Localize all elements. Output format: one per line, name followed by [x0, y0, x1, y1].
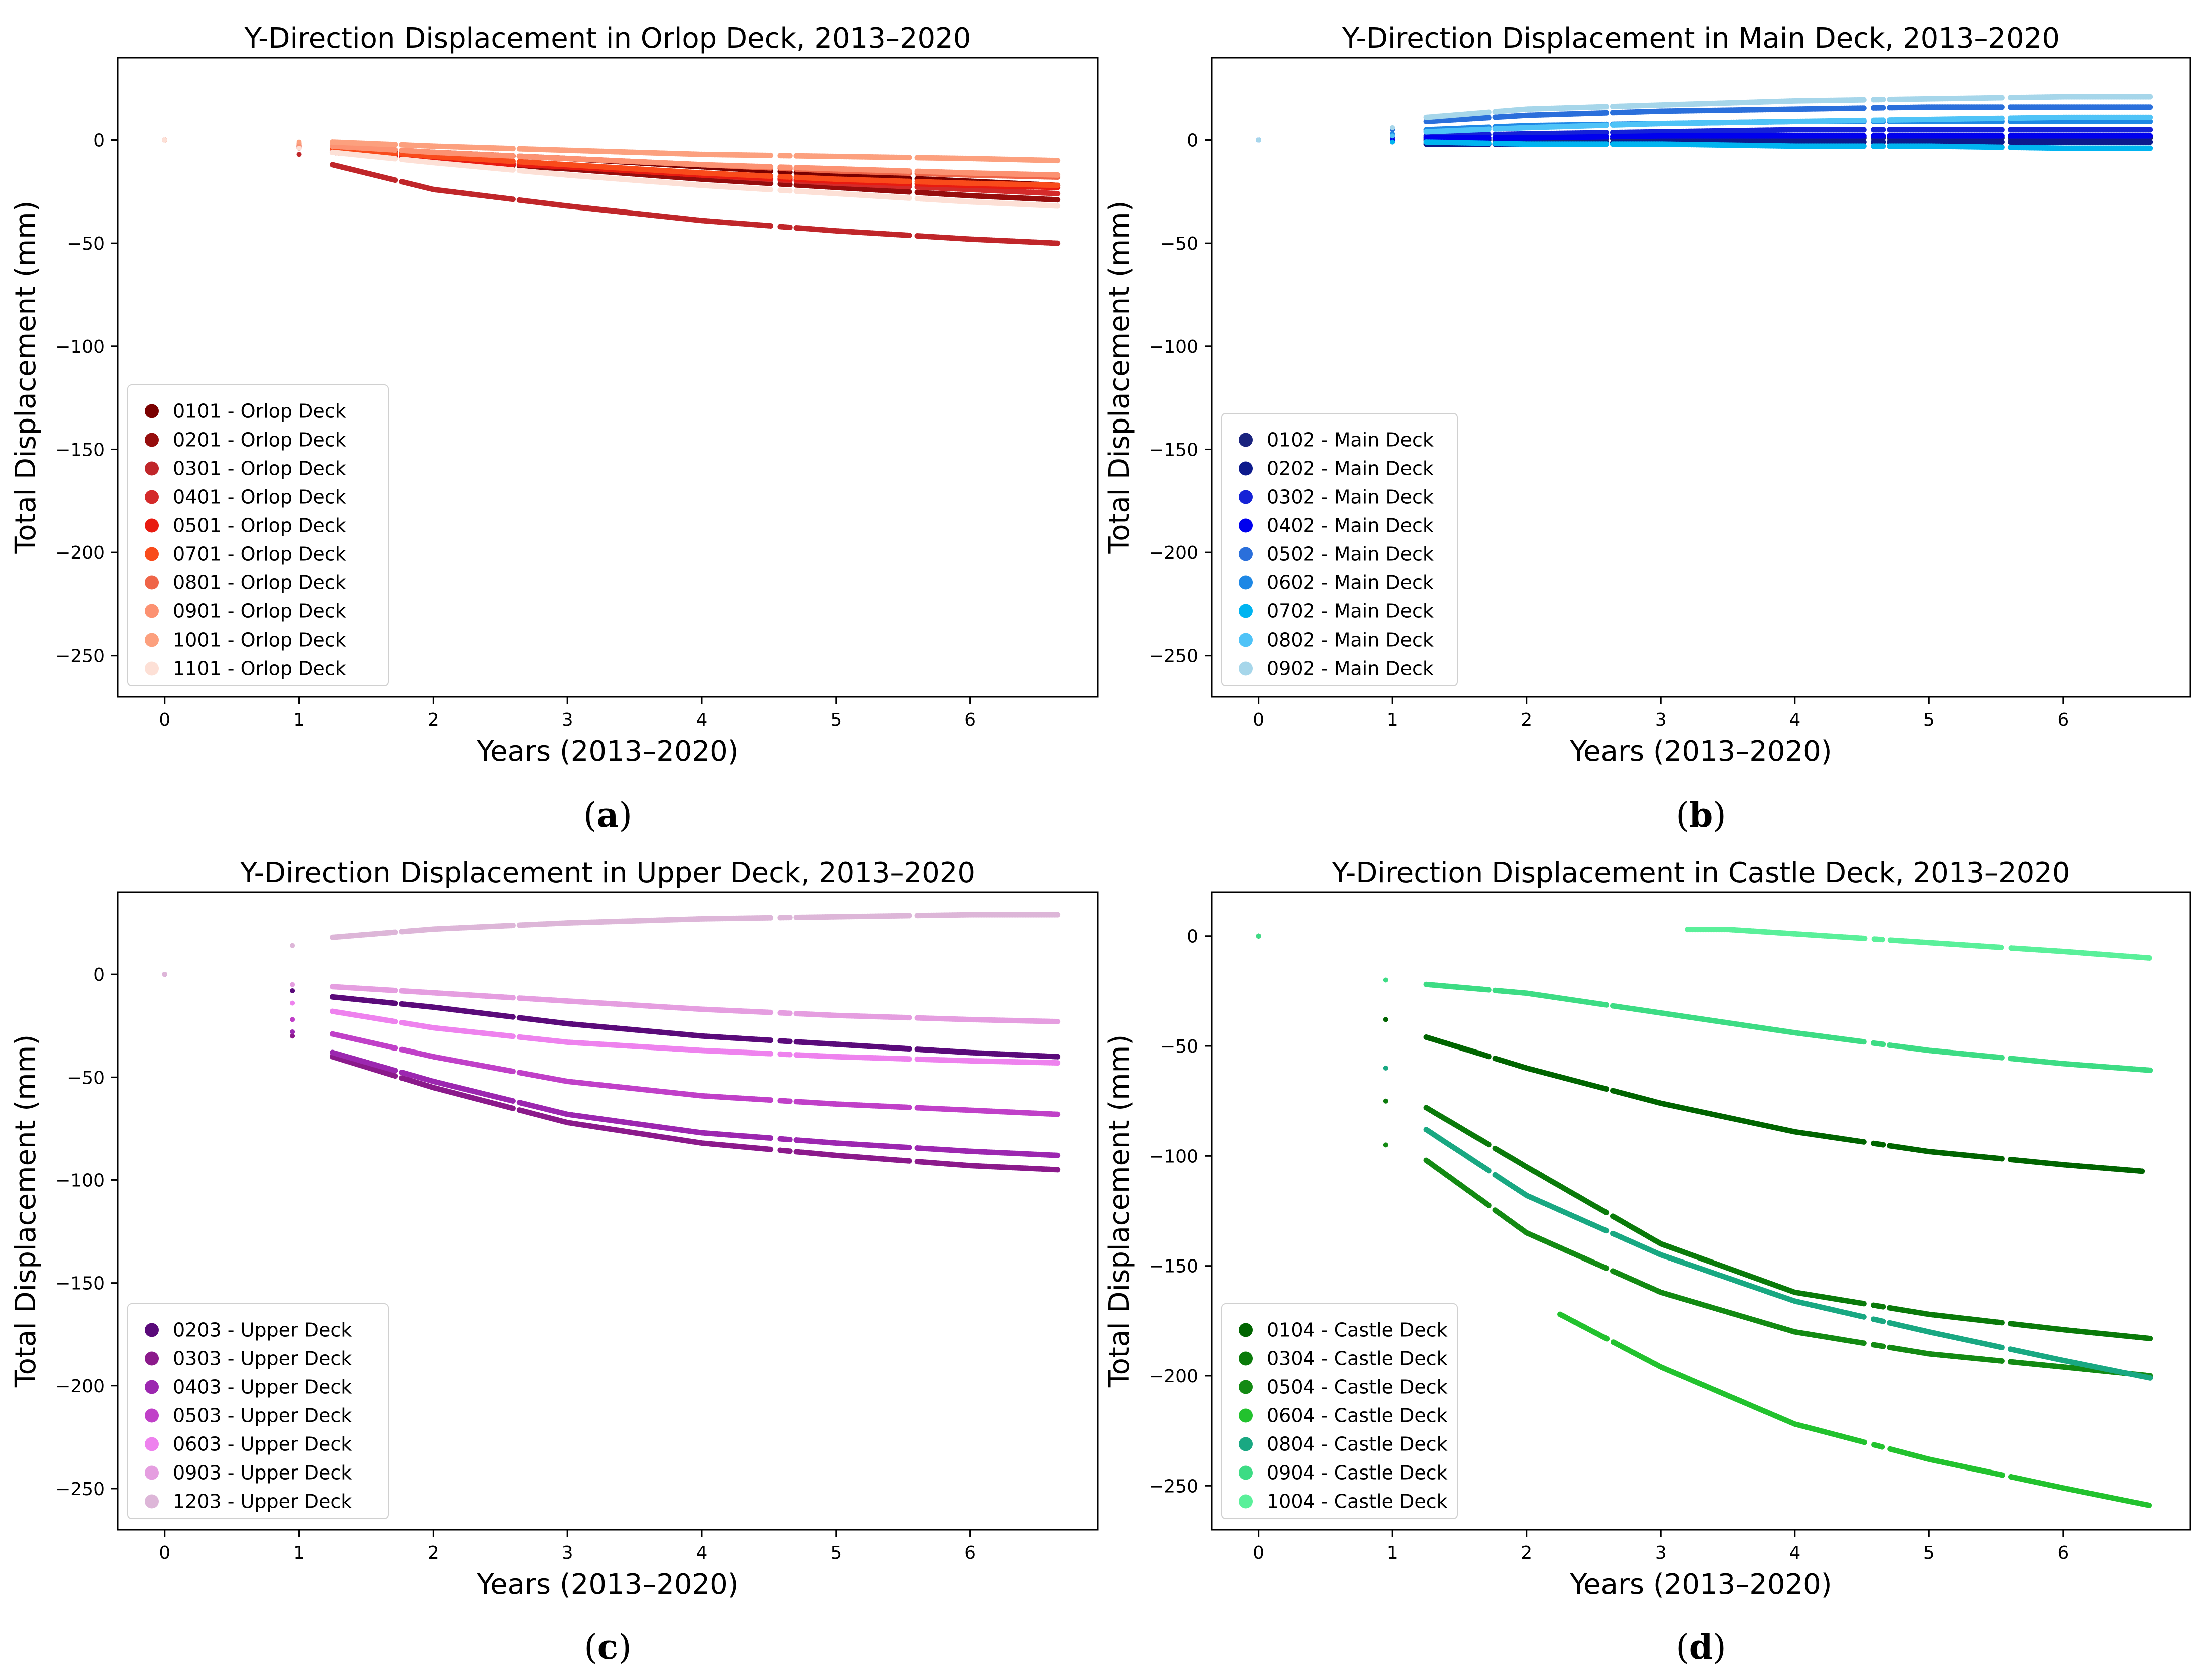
legend-marker [145, 518, 159, 533]
data-point [1055, 190, 1061, 196]
data-point [510, 153, 516, 159]
legend-marker [145, 433, 159, 447]
x-tick-label: 1 [293, 710, 305, 730]
data-point [906, 189, 912, 195]
data-point [768, 223, 774, 229]
data-point [1055, 182, 1061, 188]
data-point [906, 232, 912, 238]
data-point [510, 158, 516, 164]
chart-title: Y-Direction Displacement in Orlop Deck, … [244, 22, 971, 55]
data-point [1055, 197, 1061, 203]
legend-marker [145, 575, 159, 590]
data-point [1055, 158, 1061, 164]
data-point [787, 181, 793, 187]
y-tick-label: −100 [55, 337, 105, 357]
x-tick-label: 6 [964, 710, 976, 730]
legend-entry: 0201 - Orlop Deck [173, 429, 346, 451]
x-tick-label: 2 [428, 710, 439, 730]
x-axis-label: Years (2013–2020) [476, 735, 738, 768]
data-point [392, 177, 398, 183]
data-point [787, 174, 793, 180]
data-point [1055, 240, 1061, 246]
panel-caption: (a) [583, 795, 632, 835]
legend-entry: 0801 - Orlop Deck [173, 572, 346, 594]
data-point [906, 195, 912, 201]
data-point [906, 168, 912, 174]
data-point [787, 153, 793, 159]
data-point [768, 173, 774, 179]
data-point [768, 186, 774, 192]
chart-title: Y-Direction Displacement in Main Deck, 2… [1342, 22, 2060, 55]
data-point [787, 224, 793, 230]
y-axis-label: Total Displacement (mm) [10, 200, 42, 554]
data-point [1055, 172, 1061, 178]
legend-marker [145, 490, 159, 504]
x-tick-label: 0 [159, 710, 170, 730]
legend: 0101 - Orlop Deck 0201 - Orlop Deck 0301 -… [127, 384, 389, 686]
legend-entry: 1101 - Orlop Deck [173, 658, 346, 680]
data-point [392, 147, 398, 153]
data-point [162, 137, 167, 143]
y-tick-label: −200 [55, 543, 105, 563]
legend-marker [145, 404, 159, 418]
data-point [1055, 203, 1061, 209]
data-point [510, 196, 516, 202]
data-point [768, 164, 774, 170]
data-point [906, 178, 912, 184]
data-point [296, 139, 302, 145]
x-tick-label: 3 [562, 710, 573, 730]
data-point [787, 188, 793, 194]
legend-entry: 0701 - Orlop Deck [173, 543, 346, 565]
data-point [392, 142, 398, 148]
y-tick-label: −250 [55, 646, 105, 667]
data-point [392, 156, 398, 162]
y-tick-label: −50 [67, 234, 105, 254]
data-point [768, 152, 774, 158]
legend-entry: 0301 - Orlop Deck [173, 458, 346, 480]
legend-entry: 0101 - Orlop Deck [173, 400, 346, 423]
legend-marker [145, 633, 159, 647]
data-point [510, 167, 516, 173]
legend-marker [145, 461, 159, 476]
data-point [296, 145, 302, 151]
series-0301 [162, 137, 1061, 246]
legend-entry: 0501 - Orlop Deck [173, 515, 346, 537]
data-point [296, 152, 302, 157]
panel-a-orlop-deck: Y-Direction Displacement in Orlop Deck, … [10, 22, 1099, 835]
y-tick-label: −150 [55, 440, 105, 460]
legend-entry: 1001 - Orlop Deck [173, 629, 346, 651]
legend-entry: 0901 - Orlop Deck [173, 600, 346, 622]
data-point [787, 164, 793, 170]
legend-entry: 0401 - Orlop Deck [173, 486, 346, 508]
legend-marker [145, 661, 159, 676]
data-points [162, 137, 1061, 246]
data-point [906, 155, 912, 161]
legend-marker [145, 547, 159, 561]
panel-b-main-deck: Y-Direction Displacement in Main Deck, 2… [1103, 22, 2191, 835]
data-point [768, 180, 774, 186]
legend-marker [145, 604, 159, 618]
x-tick-label: 5 [830, 710, 842, 730]
y-tick-label: 0 [93, 131, 105, 151]
x-tick-label: 4 [696, 710, 708, 730]
data-point [510, 146, 516, 152]
